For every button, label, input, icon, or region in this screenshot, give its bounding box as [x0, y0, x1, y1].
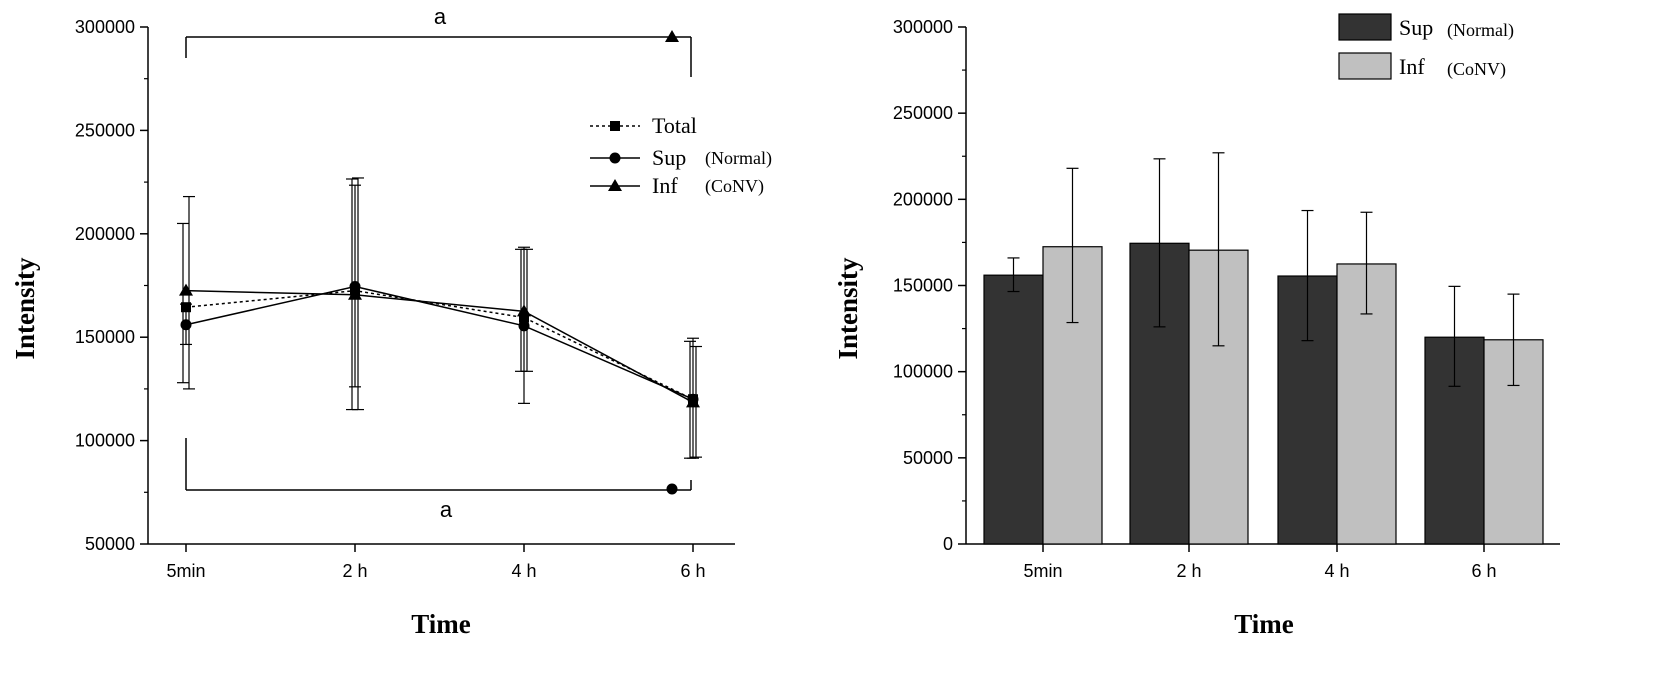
y-tick-label: 250000: [893, 103, 953, 123]
y-axis-title: Intensity: [833, 257, 863, 360]
legend-label-inf: Inf: [1399, 54, 1425, 79]
line-chart: 50000 100000 150000 200000 250000 300000 5min 2…: [10, 4, 772, 639]
data-point-sup: [349, 281, 361, 293]
legend-marker-total: [610, 121, 620, 131]
legend-note-inf: (CoNV): [705, 176, 764, 197]
series-line-inf: [185, 289, 694, 404]
bar-chart: 0 50000 100000 150000 200000 250000 300000 5min…: [833, 13, 1560, 639]
data-point-sup: [518, 320, 530, 332]
significance-label-bottom: a: [440, 497, 453, 522]
data-point-inf: [348, 287, 362, 300]
x-tick-label-5min: 5min: [166, 561, 205, 581]
legend-label-total: Total: [652, 113, 697, 138]
series-line-sup: [185, 285, 694, 400]
data-point-sup: [180, 319, 192, 331]
data-point-total: [181, 302, 191, 313]
legend-swatch-inf: [1338, 52, 1392, 80]
data-point-inf: [179, 283, 193, 296]
y-axis-title: Intensity: [10, 257, 40, 360]
legend-swatch-sup: [1338, 13, 1392, 41]
x-tick-label-2-h: 2 h: [1176, 561, 1201, 581]
legend-marker-inf: [608, 179, 622, 191]
legend-note-sup: (Normal): [705, 148, 772, 169]
y-tick-label: 250000: [75, 120, 135, 140]
data-point-total: [519, 312, 529, 323]
y-tick-label: 200000: [893, 189, 953, 209]
legend-note-sup: (Normal): [1447, 20, 1514, 41]
x-tick-label-2-h: 2 h: [342, 561, 367, 581]
y-tick-label: 100000: [75, 431, 135, 451]
bar-sup-5min: [983, 274, 1044, 545]
x-tick-label-5min: 5min: [1023, 561, 1062, 581]
legend-marker-sup: [609, 152, 621, 164]
x-tick-label-6-h: 6 h: [1471, 561, 1496, 581]
x-tick-label-4-h: 4 h: [1324, 561, 1349, 581]
y-tick-label: 0: [943, 534, 953, 554]
data-point-inf: [686, 395, 700, 408]
data-point-inf: [517, 304, 531, 317]
significance-label-top: a: [434, 4, 447, 29]
legend-label-sup: Sup: [1399, 15, 1433, 40]
legend-note-inf: (CoNV): [1447, 59, 1506, 80]
y-tick-label: 100000: [893, 362, 953, 382]
y-tick-label: 150000: [893, 276, 953, 296]
significance-marker-bottom: [666, 483, 678, 495]
x-axis-title: Time: [411, 609, 471, 639]
significance-marker-top: [665, 30, 679, 42]
legend-label-inf: Inf: [652, 173, 678, 198]
legend-label-sup: Sup: [652, 145, 686, 170]
y-tick-label: 50000: [85, 534, 135, 554]
y-tick-label: 300000: [75, 17, 135, 37]
series-line-total: [185, 289, 694, 400]
y-tick-label: 50000: [903, 448, 953, 468]
y-tick-label: 200000: [75, 224, 135, 244]
x-tick-label-4-h: 4 h: [511, 561, 536, 581]
y-tick-label: 150000: [75, 327, 135, 347]
y-tick-label: 300000: [893, 17, 953, 37]
x-axis-title: Time: [1234, 609, 1294, 639]
x-tick-label-6-h: 6 h: [680, 561, 705, 581]
